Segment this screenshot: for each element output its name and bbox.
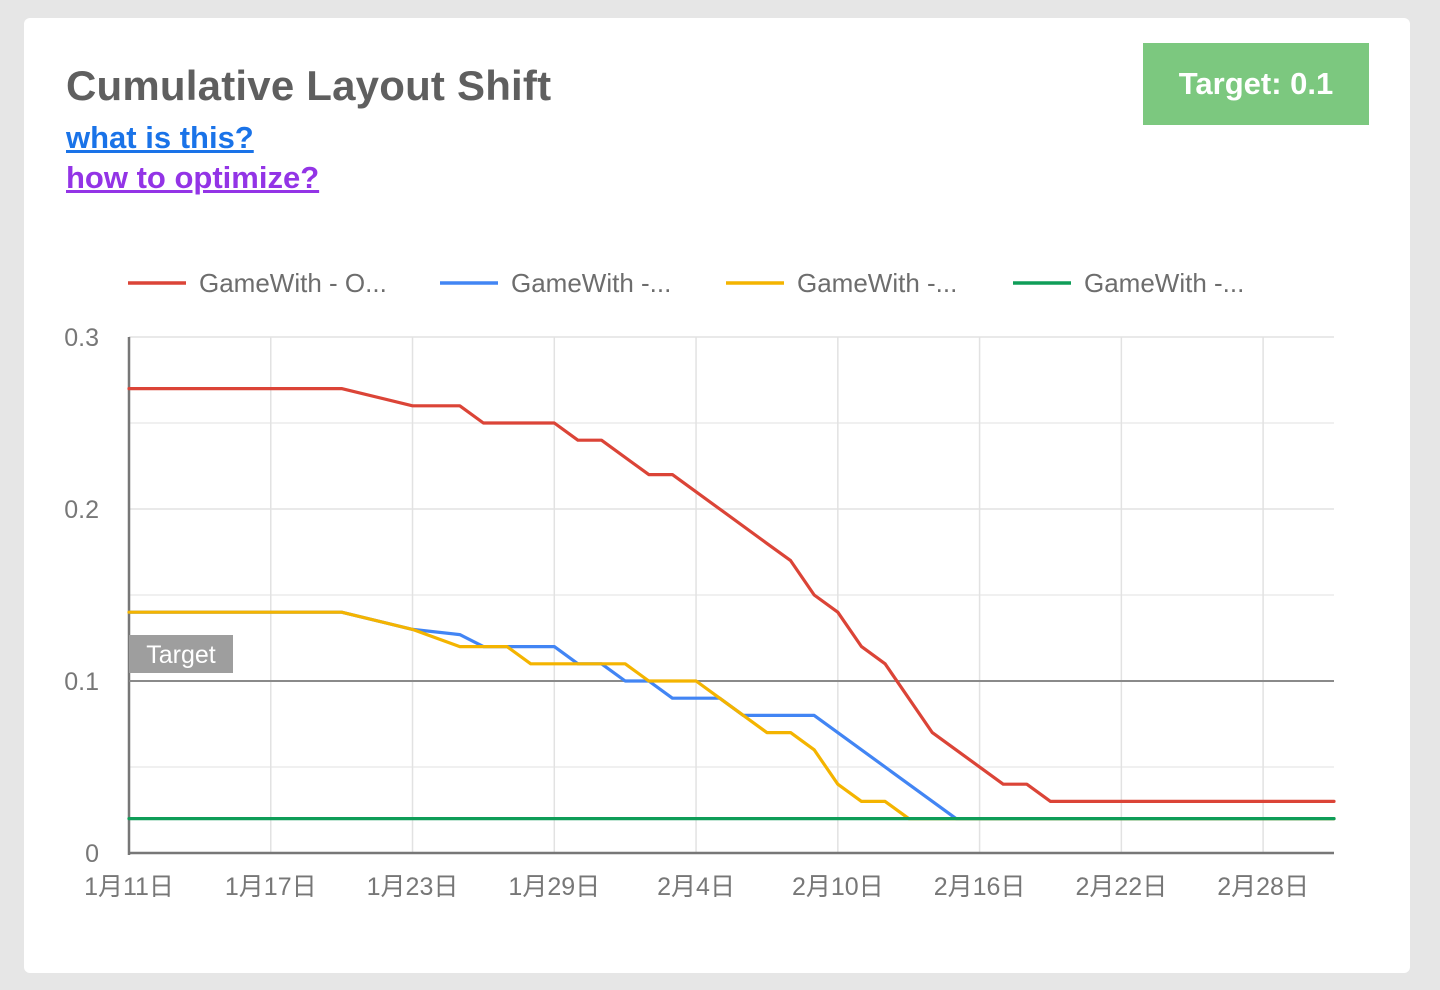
x-tick-label: 1月17日 xyxy=(225,873,317,901)
y-tick-label: 0.1 xyxy=(64,668,99,696)
series-line-2 xyxy=(127,610,1336,821)
y-tick-label: 0 xyxy=(85,840,99,868)
target-label-box xyxy=(129,635,233,673)
x-tick-label: 1月23日 xyxy=(367,873,459,901)
how-to-optimize-link[interactable]: how to optimize? xyxy=(66,160,320,195)
series-line-1 xyxy=(127,387,1336,804)
x-tick-label: 2月4日 xyxy=(657,873,735,901)
target-label: Target xyxy=(146,641,216,669)
chart-axes: 0 0.1 0.2 0.3 1月11日 1月17日 1月23日 1月29日 2月4日 2月10日 2… xyxy=(64,324,1334,901)
x-tick-label: 2月16日 xyxy=(934,873,1026,901)
legend-label-1: GameWith - O... xyxy=(199,268,387,298)
x-tick-label: 2月10日 xyxy=(792,873,884,901)
what-is-this-link[interactable]: what is this? xyxy=(66,120,254,155)
legend-label-2: GameWith -... xyxy=(511,268,671,298)
x-tick-label: 1月11日 xyxy=(84,873,174,901)
cls-card: Cumulative Layout Shift what is this? ho… xyxy=(24,18,1410,973)
x-tick-label: 1月29日 xyxy=(508,873,600,901)
y-tick-label: 0.2 xyxy=(64,496,99,524)
chart-grid xyxy=(129,336,1334,853)
y-tick-label: 0.3 xyxy=(64,324,99,352)
legend-label-3: GameWith -... xyxy=(797,268,957,298)
target-line-group: Target xyxy=(129,635,1334,682)
x-tick-label: 2月22日 xyxy=(1075,873,1167,901)
target-badge: Target: 0.1 xyxy=(1143,43,1369,125)
card-title: Cumulative Layout Shift xyxy=(66,62,552,109)
legend-label-4: GameWith -... xyxy=(1084,268,1244,298)
chart-series xyxy=(127,387,1336,821)
x-tick-label: 2月28日 xyxy=(1217,873,1309,901)
chart-legend: GameWith - O... GameWith -... GameWith -..… xyxy=(128,268,1244,298)
series-line-3 xyxy=(127,610,1336,821)
